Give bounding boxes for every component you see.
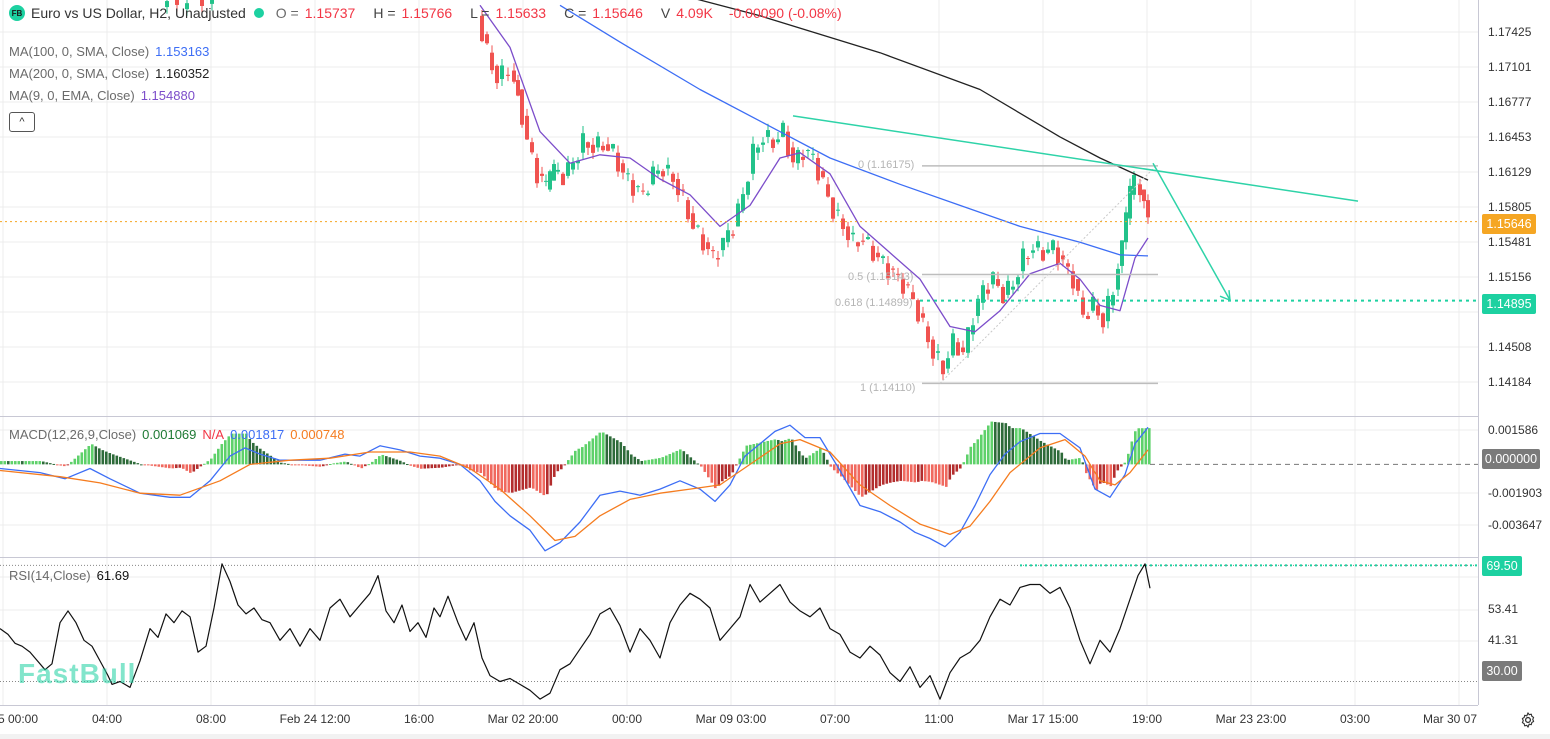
settings-gear-icon[interactable] <box>1519 711 1537 729</box>
price-tick: 1.14508 <box>1488 340 1532 354</box>
rsi-label: RSI(14,Close) <box>9 568 91 583</box>
rsi-value: 61.69 <box>96 568 130 583</box>
fib-level-0-label: 0 (1.16175) <box>858 159 915 171</box>
time-tick: 5 00:00 <box>0 712 39 726</box>
symbol-header: FB Euro vs US Dollar, H2, Unadjusted O =… <box>9 5 842 21</box>
ma100-label: MA(100, 0, SMA, Close) <box>9 44 150 59</box>
price-tick: 1.16777 <box>1488 95 1532 109</box>
price-tick: 1.15156 <box>1488 270 1532 284</box>
macd-tick: 0.001586 <box>1488 423 1539 437</box>
ema9-value: 1.154880 <box>140 88 195 103</box>
ema9-legend[interactable]: MA(9, 0, EMA, Close) 1.154880 <box>9 88 195 103</box>
ma200-label: MA(200, 0, SMA, Close) <box>9 66 150 81</box>
rsi-tick: 53.41 <box>1488 602 1519 616</box>
macd-tick: -0.003647 <box>1488 518 1543 532</box>
footer-strip <box>0 734 1550 739</box>
time-tick: 08:00 <box>195 712 227 726</box>
time-tick: Mar 23 23:00 <box>1215 712 1287 726</box>
price-tick: 1.17101 <box>1488 60 1532 74</box>
open-label: O = <box>275 5 299 21</box>
price-tick: 1.16453 <box>1488 130 1532 144</box>
fib-level-1-label: 1 (1.14110) <box>860 382 916 394</box>
fastbull-logo-icon: FB <box>9 5 25 21</box>
rsi-lower-tag: 30.00 <box>1482 661 1522 681</box>
time-tick: 16:00 <box>403 712 435 726</box>
ma100-legend[interactable]: MA(100, 0, SMA, Close) 1.153163 <box>9 44 209 59</box>
macd-line-value: 0.001817 <box>230 427 285 442</box>
ema9-label: MA(9, 0, EMA, Close) <box>9 88 135 103</box>
target-price-tag: 1.14895 <box>1482 294 1536 314</box>
volume-value: 4.09K <box>676 5 713 21</box>
rsi-upper-tag: 69.50 <box>1482 556 1522 576</box>
price-tick: 1.16129 <box>1488 165 1532 179</box>
price-tick: 1.14184 <box>1488 375 1532 389</box>
time-tick: 00:00 <box>611 712 643 726</box>
high-label: H = <box>373 5 396 21</box>
macd-na-value: N/A <box>202 427 225 442</box>
close-label: C = <box>564 5 587 21</box>
price-tick: 1.15481 <box>1488 235 1532 249</box>
ma100-value: 1.153163 <box>155 44 210 59</box>
price-tick: 1.17425 <box>1488 25 1532 39</box>
ma200-legend[interactable]: MA(200, 0, SMA, Close) 1.160352 <box>9 66 209 81</box>
time-tick: Mar 09 03:00 <box>695 712 767 726</box>
time-tick: Mar 30 07 <box>1422 712 1478 726</box>
price-tick: 1.15805 <box>1488 200 1532 214</box>
current-price-tag: 1.15646 <box>1482 214 1536 234</box>
open-value: 1.15737 <box>304 5 356 21</box>
chevron-up-icon: ^ <box>19 116 25 128</box>
market-status-dot-icon <box>253 8 264 18</box>
fib-level-0.618-label: 0.618 (1.14899) <box>835 297 913 309</box>
macd-signal-value: 0.000748 <box>290 427 345 442</box>
time-tick: 03:00 <box>1339 712 1371 726</box>
rsi-legend[interactable]: RSI(14,Close) 61.69 <box>9 568 129 583</box>
time-tick: 11:00 <box>924 712 954 726</box>
rsi-tick: 41.31 <box>1488 633 1519 647</box>
close-value: 1.15646 <box>592 5 643 21</box>
low-label: L = <box>470 5 490 21</box>
ma200-value: 1.160352 <box>155 66 210 81</box>
macd-label: MACD(12,26,9,Close) <box>9 427 137 442</box>
time-tick: 04:00 <box>91 712 123 726</box>
time-tick: Feb 24 12:00 <box>279 712 351 726</box>
time-tick: 19:00 <box>1131 712 1163 726</box>
low-value: 1.15633 <box>495 5 547 21</box>
symbol-title[interactable]: Euro vs US Dollar, H2, Unadjusted <box>31 5 246 21</box>
fib-level-0.5-label: 0.5 (1.15143) <box>848 271 914 283</box>
collapse-legend-button[interactable]: ^ <box>9 112 35 132</box>
fastbull-watermark: FastBull <box>18 658 137 689</box>
time-tick: Mar 17 15:00 <box>1007 712 1079 726</box>
macd-legend[interactable]: MACD(12,26,9,Close) 0.001069 N/A 0.00181… <box>9 427 345 442</box>
volume-label: V <box>660 5 671 21</box>
time-tick: 07:00 <box>819 712 851 726</box>
macd-histogram-value: 0.001069 <box>142 427 197 442</box>
high-value: 1.15766 <box>401 5 453 21</box>
macd-zero-tag: 0.000000 <box>1482 449 1540 469</box>
change-value: -0.00090 (-0.08%) <box>728 5 842 21</box>
macd-tick: -0.001903 <box>1488 486 1543 500</box>
time-tick: Mar 02 20:00 <box>487 712 559 726</box>
